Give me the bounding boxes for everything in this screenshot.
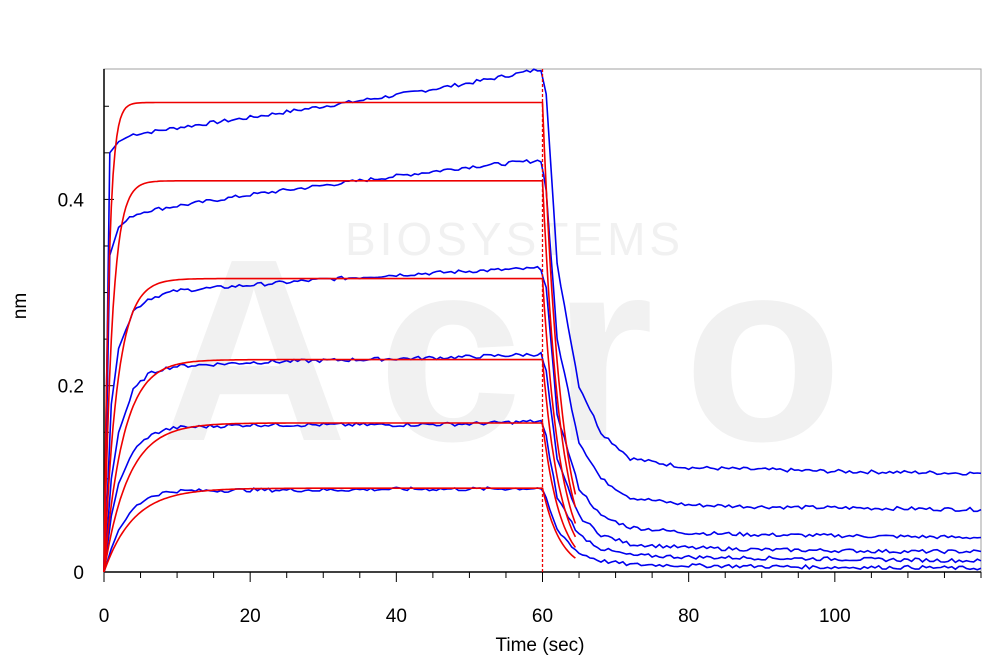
measured-series-4 bbox=[103, 351, 982, 573]
measured-series-2 bbox=[103, 159, 982, 573]
y-tick-label: 0 bbox=[73, 563, 84, 584]
fit-curve-2 bbox=[103, 180, 577, 573]
fit-curve-1 bbox=[103, 101, 577, 573]
x-axis: 0 20 40 60 80 100 bbox=[99, 571, 982, 627]
y-tick-label: 0.2 bbox=[58, 377, 84, 398]
watermark: Acro BIOSYSTEMS bbox=[160, 206, 872, 496]
x-tick-label: 0 bbox=[99, 606, 110, 627]
watermark-logo: Acro bbox=[160, 206, 872, 496]
x-tick-label: 80 bbox=[678, 606, 699, 627]
fit-curve-3 bbox=[103, 277, 577, 573]
x-tick-label: 40 bbox=[386, 606, 407, 627]
x-tick-label: 100 bbox=[819, 606, 851, 627]
x-tick-label: 60 bbox=[532, 606, 553, 627]
fit-curve-6 bbox=[103, 487, 576, 573]
x-tick-label: 20 bbox=[240, 606, 261, 627]
fit-curve-5 bbox=[103, 422, 577, 573]
series-group bbox=[103, 68, 982, 573]
x-axis-title: Time (sec) bbox=[495, 635, 584, 656]
watermark-tagline: BIOSYSTEMS bbox=[345, 213, 684, 265]
y-axis-title: nm bbox=[10, 293, 31, 319]
fit-curve-4 bbox=[103, 358, 577, 573]
y-tick-label: 0.4 bbox=[58, 190, 85, 211]
